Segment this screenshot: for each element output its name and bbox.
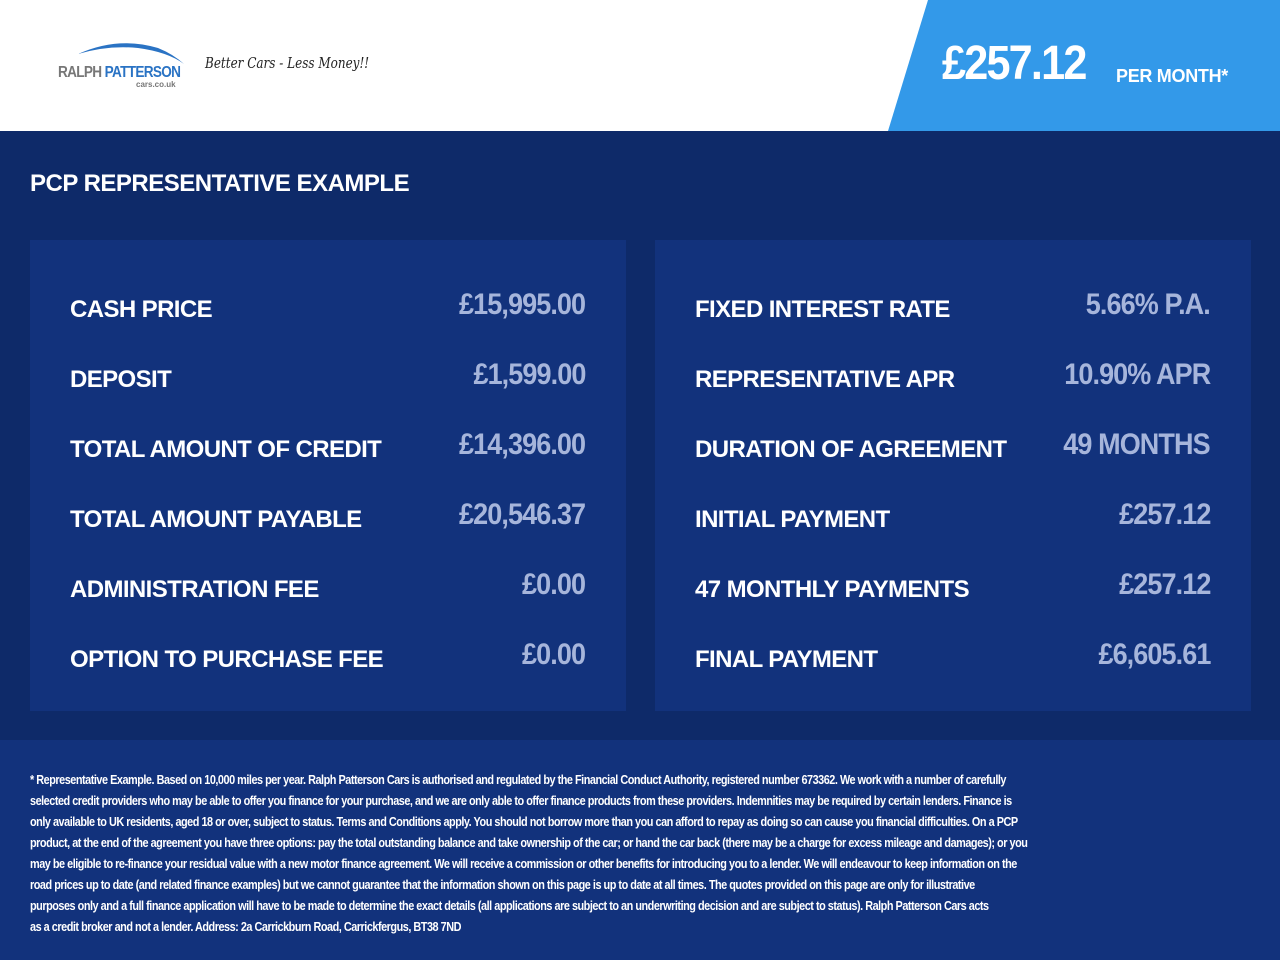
finance-row: FIXED INTEREST RATE 5.66% P.A. xyxy=(695,288,1211,328)
disclaimer-line: road prices up to date (and related fina… xyxy=(30,878,975,892)
monthly-price-box: £257.12 PER MONTH* xyxy=(888,0,1280,131)
finance-row: OPTION TO PURCHASE FEE £0.00 xyxy=(70,638,586,678)
row-label: FIXED INTEREST RATE xyxy=(695,296,950,323)
row-value: £0.00 xyxy=(521,568,586,601)
disclaimer-line: only available to UK residents, aged 18 … xyxy=(30,815,1018,829)
finance-panel-left: CASH PRICE £15,995.00 DEPOSIT £1,599.00 TOTA… xyxy=(30,240,626,711)
disclaimer-line: product, at the end of the agreement you… xyxy=(30,836,1028,850)
finance-row: INITIAL PAYMENT £257.12 xyxy=(695,498,1211,538)
row-label: ADMINISTRATION FEE xyxy=(70,576,319,603)
disclaimer-line: purposes only and a full finance applica… xyxy=(30,899,989,913)
row-value: £1,599.00 xyxy=(472,358,586,391)
finance-row: 47 MONTHLY PAYMENTS £257.12 xyxy=(695,568,1211,608)
row-value: £0.00 xyxy=(521,638,586,671)
row-label: OPTION TO PURCHASE FEE xyxy=(70,646,384,673)
tagline: Better Cars - Less Money!! xyxy=(205,54,370,72)
per-month-label: PER MONTH* xyxy=(1116,66,1229,86)
finance-row: TOTAL AMOUNT OF CREDIT £14,396.00 xyxy=(70,428,586,468)
row-value: £14,396.00 xyxy=(458,428,586,461)
footer: * Representative Example. Based on 10,00… xyxy=(0,740,1280,960)
row-label: INITIAL PAYMENT xyxy=(695,506,890,533)
logo: RALPH PATTERSON cars.co.uk xyxy=(58,40,198,92)
row-label: CASH PRICE xyxy=(70,296,213,323)
finance-panel-right: FIXED INTEREST RATE 5.66% P.A. REPRESENTAT… xyxy=(655,240,1251,711)
row-label: TOTAL AMOUNT PAYABLE xyxy=(70,506,362,533)
disclaimer-line: may be eligible to re-finance your resid… xyxy=(30,857,1017,871)
logo-text: RALPH xyxy=(58,64,102,81)
disclaimer-line: selected credit providers who may be abl… xyxy=(30,794,1012,808)
finance-row: DURATION OF AGREEMENT 49 MONTHS xyxy=(695,428,1211,468)
finance-row: CASH PRICE £15,995.00 xyxy=(70,288,586,328)
page-title: PCP REPRESENTATIVE EXAMPLE xyxy=(30,170,410,197)
finance-row: FINAL PAYMENT £6,605.61 xyxy=(695,638,1211,678)
row-value: £6,605.61 xyxy=(1097,638,1211,671)
car-swoosh-icon xyxy=(78,43,184,64)
row-label: TOTAL AMOUNT OF CREDIT xyxy=(70,436,382,463)
disclaimer-line: * Representative Example. Based on 10,00… xyxy=(30,773,1007,787)
row-label: DURATION OF AGREEMENT xyxy=(695,436,1007,463)
row-value: 49 MONTHS xyxy=(1063,428,1211,461)
row-label: 47 MONTHLY PAYMENTS xyxy=(695,576,970,603)
finance-row: ADMINISTRATION FEE £0.00 xyxy=(70,568,586,608)
logo-text: PATTERSON xyxy=(104,64,181,81)
row-label: DEPOSIT xyxy=(70,366,172,393)
row-value: £257.12 xyxy=(1118,568,1211,601)
disclaimer: * Representative Example. Based on 10,00… xyxy=(30,770,1028,938)
row-value: £15,995.00 xyxy=(458,288,586,321)
finance-row: DEPOSIT £1,599.00 xyxy=(70,358,586,398)
row-label: REPRESENTATIVE APR xyxy=(695,366,955,393)
row-value: £257.12 xyxy=(1118,498,1211,531)
row-value: 5.66% P.A. xyxy=(1085,288,1211,321)
row-value: £20,546.37 xyxy=(458,498,586,531)
disclaimer-line: as a credit broker and not a lender. Add… xyxy=(30,920,461,934)
finance-row: TOTAL AMOUNT PAYABLE £20,546.37 xyxy=(70,498,586,538)
row-value: 10.90% APR xyxy=(1063,358,1211,391)
logo-sub: cars.co.uk xyxy=(136,80,176,89)
header: RALPH PATTERSON cars.co.uk Better Cars -… xyxy=(0,0,1280,131)
finance-row: REPRESENTATIVE APR 10.90% APR xyxy=(695,358,1211,398)
monthly-price: £257.12 xyxy=(942,37,1087,90)
row-label: FINAL PAYMENT xyxy=(695,646,878,673)
